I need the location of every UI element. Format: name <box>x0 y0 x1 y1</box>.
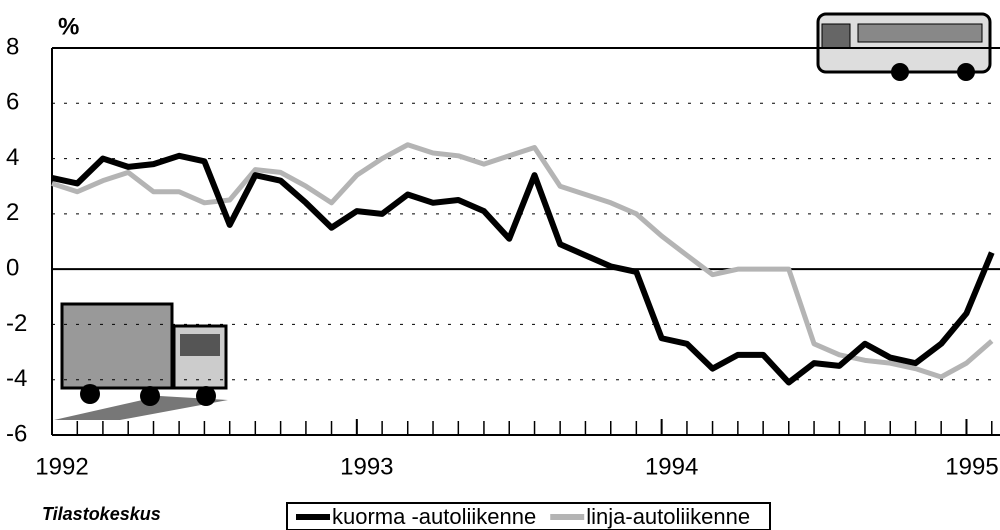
x-tick-label: 1994 <box>645 453 698 480</box>
source: Tilastokeskus <box>0 504 161 524</box>
y-tick-label: -2 <box>6 310 27 337</box>
source-text: Tilastokeskus <box>42 504 161 524</box>
chart: % Tilastokeskus -6 -4 -2 0 2 4 6 8 1992 1993 1994 1… <box>0 0 1000 530</box>
y-axis-label: % <box>58 13 79 40</box>
truck-icon <box>54 304 228 420</box>
page: % Tilastokeskus -6 -4 -2 0 2 4 6 8 1992 1993 1994 1… <box>0 0 1000 530</box>
y-tick-label: -6 <box>6 420 27 447</box>
x-tick-label: 1995 <box>945 453 998 480</box>
y-tick-label: -4 <box>6 365 27 392</box>
y-tick-label: 6 <box>6 89 19 116</box>
legend-label: linja-autoliikenne <box>586 504 750 529</box>
x-tick-label: 1992 <box>35 453 88 480</box>
y-tick-label: 4 <box>6 144 19 171</box>
y-tick-label: 0 <box>6 254 19 281</box>
y-tick-label: 8 <box>6 33 19 60</box>
legend-label: kuorma -autoliikenne <box>332 504 536 529</box>
x-tick-label: 1993 <box>340 453 393 480</box>
y-tick-label: 2 <box>6 199 19 226</box>
